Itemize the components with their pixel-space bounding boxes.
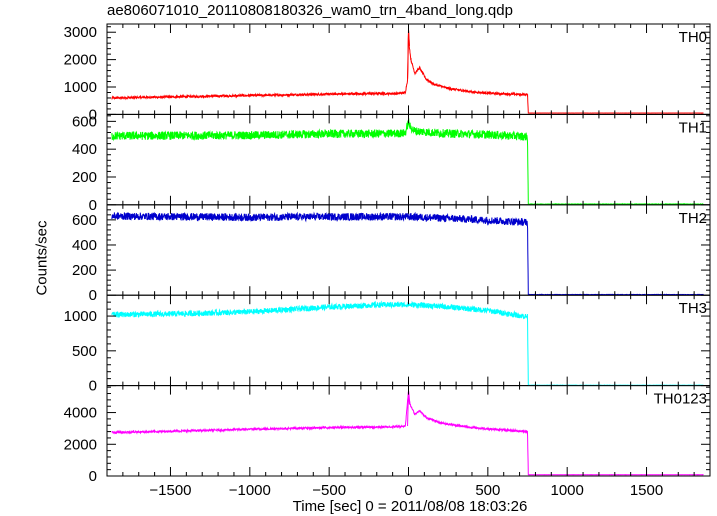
x-tick-label: 500 bbox=[475, 482, 500, 499]
series-line-th0123 bbox=[111, 390, 704, 476]
y-tick-label-th1: 0 bbox=[89, 197, 97, 214]
x-tick-label: −500 bbox=[312, 482, 346, 499]
y-tick-label-th1: 600 bbox=[72, 113, 97, 130]
x-tick-label: 1000 bbox=[550, 482, 583, 499]
x-tick-label: −1000 bbox=[229, 482, 271, 499]
series-line-th1 bbox=[111, 118, 704, 206]
panel-label-th3: TH3 bbox=[679, 300, 707, 317]
y-tick-label-th2: 400 bbox=[72, 237, 97, 254]
series-peak-th0 bbox=[407, 29, 410, 79]
y-tick-label-th0123: 2000 bbox=[64, 436, 97, 453]
y-tick-label-th2: 600 bbox=[72, 212, 97, 229]
x-axis-title: Time [sec] 0 = 2011/08/08 18:03:26 bbox=[292, 498, 528, 515]
y-tick-label-th3: 1000 bbox=[64, 308, 97, 325]
y-tick-label-th2: 200 bbox=[72, 262, 97, 279]
panel-frame-th1 bbox=[106, 113, 711, 206]
x-tick-label: −1500 bbox=[149, 482, 191, 499]
panel-label-th0123: TH0123 bbox=[654, 391, 707, 408]
y-tick-label-th3: 500 bbox=[72, 343, 97, 360]
chart-title: ae806071010_20110808180326_wam0_trn_4ban… bbox=[107, 2, 513, 19]
y-tick-label-th0: 0 bbox=[89, 106, 97, 123]
y-tick-label-th0: 1000 bbox=[64, 79, 97, 96]
panel-label-th0: TH0 bbox=[679, 29, 707, 46]
y-tick-label-th0: 3000 bbox=[64, 24, 97, 41]
panel-frame-th3 bbox=[106, 294, 711, 387]
y-tick-label-th1: 400 bbox=[72, 141, 97, 158]
x-tick-label: 1500 bbox=[630, 482, 663, 499]
y-tick-label-th2: 0 bbox=[89, 287, 97, 304]
y-tick-label-th3: 0 bbox=[89, 378, 97, 395]
panel-label-th2: TH2 bbox=[679, 210, 707, 227]
y-tick-label-th0123: 4000 bbox=[64, 405, 97, 422]
y-tick-label-th0: 2000 bbox=[64, 52, 97, 69]
y-tick-label-th0123: 0 bbox=[89, 468, 97, 485]
x-tick-label: 0 bbox=[404, 482, 412, 499]
series-line-th2 bbox=[111, 211, 704, 296]
panel-label-th1: TH1 bbox=[679, 119, 707, 136]
y-tick-label-th1: 200 bbox=[72, 169, 97, 186]
series-line-th3 bbox=[111, 300, 704, 387]
